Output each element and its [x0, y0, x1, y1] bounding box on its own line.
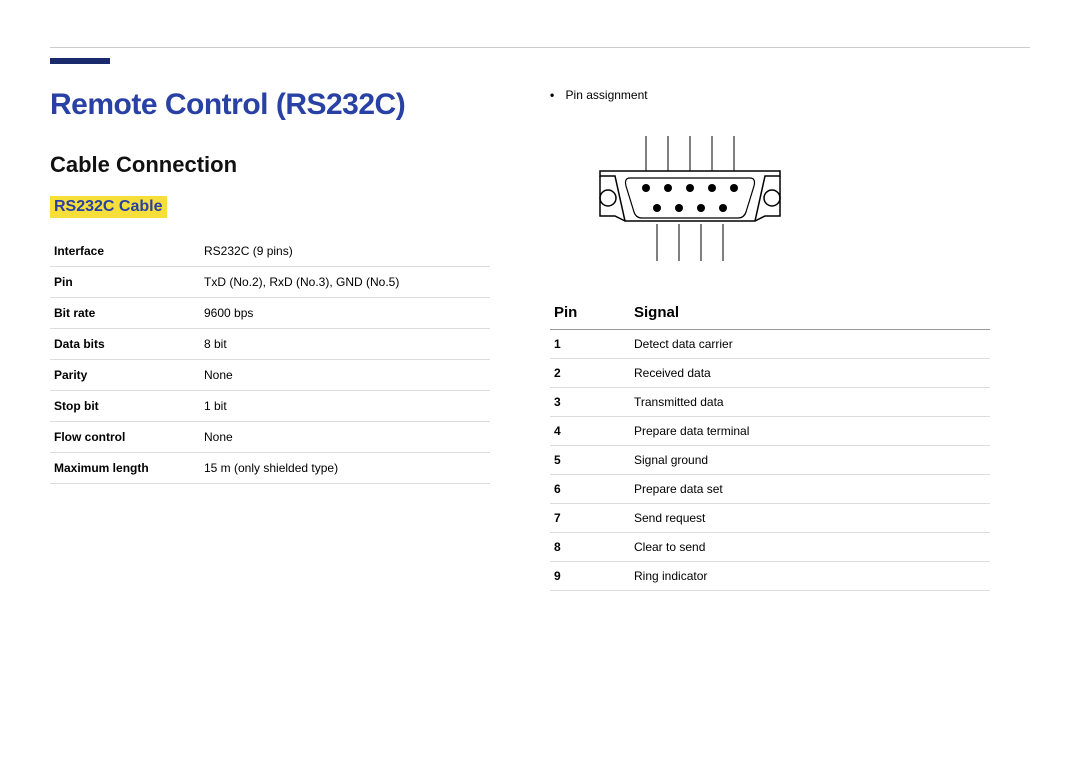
pin-signal: Detect data carrier	[630, 330, 990, 359]
pin-header-signal: Signal	[630, 296, 990, 330]
page-title: Remote Control (RS232C)	[50, 88, 490, 122]
table-row: 4Prepare data terminal	[550, 417, 990, 446]
spec-table: InterfaceRS232C (9 pins)PinTxD (No.2), R…	[50, 236, 490, 484]
pin-number: 7	[550, 504, 630, 533]
spec-value: RS232C (9 pins)	[200, 236, 490, 267]
pin-signal: Transmitted data	[630, 388, 990, 417]
spec-value: 9600 bps	[200, 298, 490, 329]
spec-label: Stop bit	[50, 391, 200, 422]
spec-label: Pin	[50, 267, 200, 298]
table-row: PinTxD (No.2), RxD (No.3), GND (No.5)	[50, 267, 490, 298]
top-divider	[50, 40, 1030, 48]
spec-label: Maximum length	[50, 453, 200, 484]
pin-assignment-note: • Pin assignment	[550, 88, 990, 102]
pin-table-header-row: Pin Signal	[550, 296, 990, 330]
right-column: • Pin assignment Pin Signal 1Detect data…	[550, 88, 990, 591]
pin-table-body: 1Detect data carrier2Received data3Trans…	[550, 330, 990, 591]
table-row: ParityNone	[50, 360, 490, 391]
top-accent	[50, 58, 110, 64]
pin-table: Pin Signal 1Detect data carrier2Received…	[550, 296, 990, 591]
spec-label: Bit rate	[50, 298, 200, 329]
cable-heading: RS232C Cable	[50, 196, 167, 218]
page: Remote Control (RS232C) Cable Connection…	[0, 0, 1080, 591]
pin-signal: Clear to send	[630, 533, 990, 562]
pin-number: 4	[550, 417, 630, 446]
pin-number: 5	[550, 446, 630, 475]
note-text: Pin assignment	[566, 88, 648, 102]
spec-value: 15 m (only shielded type)	[200, 453, 490, 484]
pin-signal: Prepare data set	[630, 475, 990, 504]
pin-signal: Received data	[630, 359, 990, 388]
table-row: Bit rate9600 bps	[50, 298, 490, 329]
pin-signal: Send request	[630, 504, 990, 533]
table-row: 6Prepare data set	[550, 475, 990, 504]
table-row: Data bits8 bit	[50, 329, 490, 360]
spec-value: None	[200, 360, 490, 391]
table-row: 2Received data	[550, 359, 990, 388]
note-bullet: •	[550, 88, 554, 102]
spec-value: 8 bit	[200, 329, 490, 360]
pin-signal: Prepare data terminal	[630, 417, 990, 446]
table-row: 8Clear to send	[550, 533, 990, 562]
table-row: 5Signal ground	[550, 446, 990, 475]
pin-signal: Signal ground	[630, 446, 990, 475]
table-row: Flow controlNone	[50, 422, 490, 453]
spec-label: Interface	[50, 236, 200, 267]
spec-table-body: InterfaceRS232C (9 pins)PinTxD (No.2), R…	[50, 236, 490, 484]
table-row: 1Detect data carrier	[550, 330, 990, 359]
pin-signal: Ring indicator	[630, 562, 990, 591]
spec-label: Flow control	[50, 422, 200, 453]
pin-number: 8	[550, 533, 630, 562]
pin-number: 2	[550, 359, 630, 388]
table-row: 7Send request	[550, 504, 990, 533]
section-subtitle: Cable Connection	[50, 152, 490, 178]
spec-label: Parity	[50, 360, 200, 391]
table-row: 9Ring indicator	[550, 562, 990, 591]
content-columns: Remote Control (RS232C) Cable Connection…	[50, 88, 1030, 591]
pin-number: 3	[550, 388, 630, 417]
pin-number: 9	[550, 562, 630, 591]
db9-connector-diagram	[560, 116, 820, 276]
table-row: Maximum length15 m (only shielded type)	[50, 453, 490, 484]
pin-header-pin: Pin	[550, 296, 630, 330]
spec-value: TxD (No.2), RxD (No.3), GND (No.5)	[200, 267, 490, 298]
pin-number: 6	[550, 475, 630, 504]
table-row: 3Transmitted data	[550, 388, 990, 417]
left-column: Remote Control (RS232C) Cable Connection…	[50, 88, 490, 591]
spec-label: Data bits	[50, 329, 200, 360]
pin-number: 1	[550, 330, 630, 359]
spec-value: 1 bit	[200, 391, 490, 422]
table-row: InterfaceRS232C (9 pins)	[50, 236, 490, 267]
table-row: Stop bit1 bit	[50, 391, 490, 422]
spec-value: None	[200, 422, 490, 453]
